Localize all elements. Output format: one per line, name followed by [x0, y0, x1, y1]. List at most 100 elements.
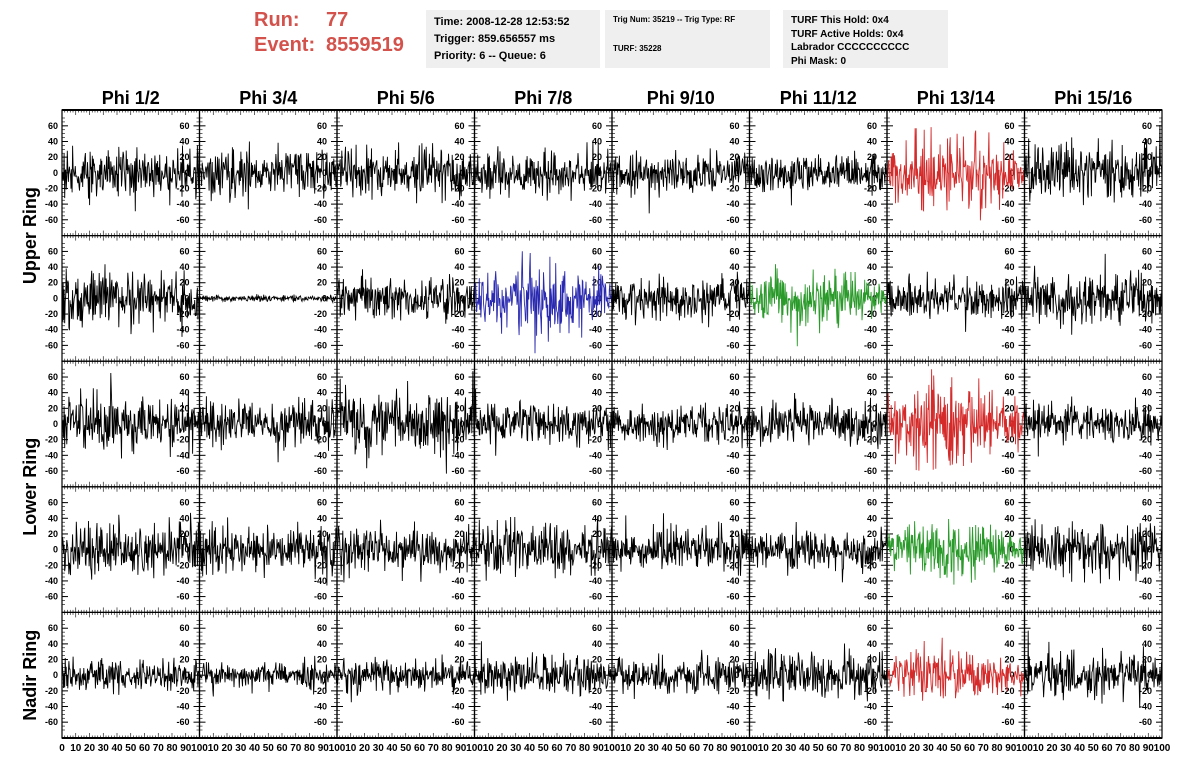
- y-tick-label: -60: [726, 340, 739, 350]
- y-tick-label: -60: [45, 340, 58, 350]
- y-tick-label: -20: [589, 183, 602, 193]
- turf-active-holds-text: TURF Active Holds: 0x4: [791, 28, 904, 40]
- y-tick-label: 20: [179, 403, 189, 413]
- y-tick-label: 40: [1142, 388, 1152, 398]
- y-tick-label: 40: [729, 388, 739, 398]
- panel-r2-c2: -60 -40 -20 0 20 40 60: [198, 235, 338, 362]
- y-tick-label: -60: [45, 592, 58, 602]
- y-tick-label: 40: [317, 513, 327, 523]
- y-tick-label: -60: [176, 215, 189, 225]
- y-tick-label: 60: [317, 121, 327, 131]
- y-tick-label: 40: [48, 136, 58, 146]
- waveform-trace-r1-c4: [474, 140, 613, 201]
- y-tick-label: -40: [451, 325, 464, 335]
- turf-hold-info-box: TURF This Hold: 0x4 TURF Active Holds: 0…: [783, 10, 948, 68]
- y-tick-label: 20: [48, 278, 58, 288]
- y-tick-label: -40: [1139, 450, 1152, 460]
- y-tick-label: 20: [48, 403, 58, 413]
- waveform-trace-r2-c2: [199, 294, 338, 305]
- y-tick-label: -40: [1139, 325, 1152, 335]
- y-tick-label: -40: [726, 450, 739, 460]
- y-tick-label: 60: [867, 121, 877, 131]
- waveform-trace-r3-c8: [1024, 396, 1163, 457]
- y-tick-label: 60: [179, 372, 189, 382]
- y-tick-label: 0: [322, 168, 327, 178]
- y-tick-label: 60: [48, 246, 58, 256]
- column-title-4: Phi 7/8: [514, 88, 572, 108]
- row-title-lower-ring: Lower Ring: [20, 438, 40, 536]
- y-tick-label: 40: [48, 513, 58, 523]
- y-tick-label: -20: [176, 560, 189, 570]
- y-tick-label: 40: [454, 513, 464, 523]
- y-tick-label: -40: [45, 450, 58, 460]
- y-tick-label: 20: [179, 152, 189, 162]
- waveform-trace-r2-c3: [336, 269, 475, 324]
- y-tick-label: 60: [729, 246, 739, 256]
- y-tick-label: -40: [726, 199, 739, 209]
- y-tick-label: -60: [1139, 340, 1152, 350]
- waveform-trace-r2-c1: [61, 264, 200, 337]
- y-tick-label: 60: [317, 246, 327, 256]
- y-tick-label: 40: [179, 136, 189, 146]
- y-tick-label: -20: [451, 560, 464, 570]
- y-tick-label: 40: [179, 513, 189, 523]
- y-tick-label: 60: [48, 498, 58, 508]
- y-tick-label: 60: [48, 372, 58, 382]
- y-tick-label: -20: [726, 309, 739, 319]
- y-tick-label: -20: [45, 560, 58, 570]
- labrador-text: Labrador CCCCCCCCCC: [791, 42, 910, 53]
- y-tick-label: 0: [597, 419, 602, 429]
- y-tick-label: -60: [589, 340, 602, 350]
- time-trigger-info-box: Time: 2008-12-28 12:53:52 Trigger: 859.6…: [426, 10, 600, 68]
- row-title-upper-ring: Upper Ring: [20, 187, 40, 284]
- waveform-trace-r1-c1: [61, 145, 200, 212]
- run-event-display: Run: 77 Event: 8559519: [254, 8, 404, 58]
- y-tick-label: -60: [589, 215, 602, 225]
- waveform-trace-r1-c5: [611, 148, 750, 214]
- y-tick-label: -20: [589, 435, 602, 445]
- y-tick-label: 20: [867, 403, 877, 413]
- y-tick-label: 60: [48, 121, 58, 131]
- y-tick-label: 40: [454, 136, 464, 146]
- waveform-trace-r3-c4: [474, 388, 613, 456]
- y-tick-label: 20: [454, 403, 464, 413]
- y-tick-label: -60: [451, 592, 464, 602]
- y-tick-label: -20: [176, 435, 189, 445]
- y-tick-label: -40: [176, 576, 189, 586]
- y-tick-label: -20: [45, 309, 58, 319]
- waveform-trace-r3-c3: [336, 371, 475, 474]
- y-tick-label: -40: [314, 576, 327, 586]
- y-tick-label: 60: [867, 246, 877, 256]
- y-tick-label: 60: [317, 498, 327, 508]
- waveform-trace-r3-c2: [199, 393, 338, 463]
- y-tick-label: 60: [317, 372, 327, 382]
- y-tick-label: 40: [1004, 388, 1014, 398]
- y-tick-label: -40: [726, 325, 739, 335]
- y-tick-label: 60: [179, 498, 189, 508]
- column-title-8: Phi 15/16: [1054, 88, 1132, 108]
- y-tick-label: -20: [726, 183, 739, 193]
- run-value: 77: [326, 9, 349, 31]
- y-tick-label: -40: [589, 199, 602, 209]
- phi-mask-text: Phi Mask: 0: [791, 55, 847, 67]
- y-tick-label: -60: [864, 466, 877, 476]
- y-tick-label: -40: [589, 325, 602, 335]
- y-tick-label: 0: [184, 545, 189, 555]
- y-tick-label: 40: [48, 388, 58, 398]
- y-tick-label: -20: [314, 309, 327, 319]
- column-title-2: Phi 3/4: [239, 88, 297, 108]
- waveform-trace-r1-c8: [1024, 124, 1163, 206]
- y-tick-label: -40: [45, 199, 58, 209]
- y-tick-label: 40: [1004, 136, 1014, 146]
- y-tick-label: 0: [1009, 168, 1014, 178]
